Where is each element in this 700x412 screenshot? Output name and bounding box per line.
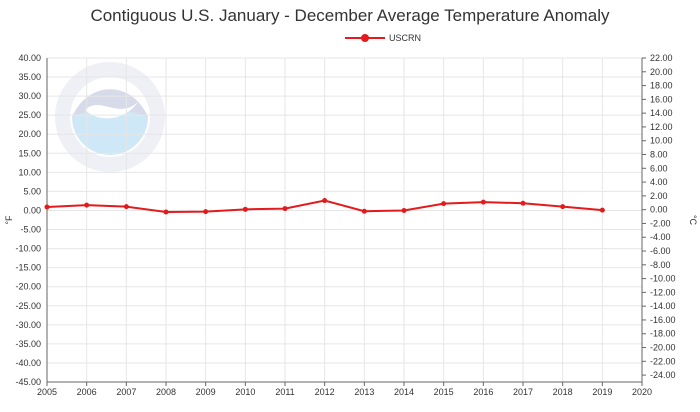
y-tick-label-right: 8.00 <box>650 150 668 160</box>
x-tick-label: 2013 <box>354 387 374 397</box>
right-y-axis-ticks: 22.00 20.00 18.00 16.00 14.00 12.00 10.00 8.00 6… <box>650 53 676 380</box>
y-tick-label-right: -6.00 <box>650 246 671 256</box>
y-tick-label-right: -10.00 <box>650 274 676 284</box>
y-tick-label-right: -14.00 <box>650 301 676 311</box>
data-point-uscrn[interactable] <box>520 200 526 206</box>
y-tick-label-right: -8.00 <box>650 260 671 270</box>
y-tick-label-left: 0.00 <box>23 205 41 215</box>
right-y-axis-label: °C <box>688 215 698 226</box>
x-axis-ticks: 2005 2006 2007 2008 2009 2010 2011 2012 2013 2014… <box>37 387 652 397</box>
y-tick-label-right: 10.00 <box>650 136 673 146</box>
x-tick-label: 2016 <box>473 387 493 397</box>
data-point-uscrn[interactable] <box>401 207 407 213</box>
x-tick-label: 2014 <box>394 387 414 397</box>
data-point-uscrn[interactable] <box>163 209 169 215</box>
y-tick-label-right: 16.00 <box>650 94 673 104</box>
data-point-uscrn[interactable] <box>361 208 367 214</box>
y-tick-label-left: -15.00 <box>15 263 41 273</box>
legend-swatch-uscrn <box>345 32 385 44</box>
y-tick-label-right: -2.00 <box>650 218 671 228</box>
y-tick-label-left: -25.00 <box>15 301 41 311</box>
y-tick-label-right: 22.00 <box>650 53 673 63</box>
x-tick-label: 2010 <box>235 387 255 397</box>
data-point-uscrn[interactable] <box>441 201 447 207</box>
y-tick-label-left: 40.00 <box>18 53 41 63</box>
y-tick-label-left: 30.00 <box>18 91 41 101</box>
y-tick-label-right: 14.00 <box>650 108 673 118</box>
data-point-uscrn[interactable] <box>322 198 328 204</box>
chart-title: Contiguous U.S. January - December Avera… <box>90 6 610 25</box>
y-tick-label-right: -12.00 <box>650 287 676 297</box>
y-tick-label-left: 10.00 <box>18 167 41 177</box>
x-tick-label: 2012 <box>315 387 335 397</box>
y-tick-label-right: -22.00 <box>650 356 676 366</box>
x-tick-label: 2011 <box>275 387 294 397</box>
y-tick-label-left: 35.00 <box>18 72 41 82</box>
noaa-logo-watermark <box>55 62 165 172</box>
y-tick-label-right: -16.00 <box>650 315 676 325</box>
left-y-axis-label: °F <box>4 215 14 225</box>
data-point-uscrn[interactable] <box>599 207 605 213</box>
y-tick-label-left: 15.00 <box>18 148 41 158</box>
x-tick-label: 2005 <box>37 387 57 397</box>
data-point-uscrn[interactable] <box>560 204 566 210</box>
legend-label-uscrn: USCRN <box>389 33 422 43</box>
data-point-uscrn[interactable] <box>84 202 90 208</box>
y-tick-label-left: 25.00 <box>18 110 41 120</box>
y-tick-label-right: 20.00 <box>650 67 673 77</box>
x-tick-label: 2019 <box>592 387 612 397</box>
x-tick-label: 2006 <box>77 387 97 397</box>
y-tick-label-left: 5.00 <box>23 186 41 196</box>
y-tick-label-right: 6.00 <box>650 163 668 173</box>
left-y-axis-ticks: 40.00 35.00 30.00 25.00 20.00 15.00 10.00 5.00 0… <box>15 53 41 387</box>
x-tick-label: 2018 <box>553 387 573 397</box>
x-tick-label: 2017 <box>513 387 533 397</box>
x-tick-label: 2015 <box>434 387 454 397</box>
y-tick-label-left: -45.00 <box>15 377 41 387</box>
x-tick-label: 2008 <box>156 387 176 397</box>
y-tick-label-right: -18.00 <box>650 329 676 339</box>
data-point-uscrn[interactable] <box>44 204 50 210</box>
data-point-uscrn[interactable] <box>242 206 248 212</box>
data-point-uscrn[interactable] <box>480 199 486 205</box>
y-tick-label-right: 0.00 <box>650 205 668 215</box>
y-tick-label-right: 2.00 <box>650 191 668 201</box>
y-tick-label-left: -10.00 <box>15 244 41 254</box>
y-tick-label-left: -5.00 <box>20 225 41 235</box>
y-tick-label-left: 20.00 <box>18 129 41 139</box>
y-tick-label-right: 12.00 <box>650 122 673 132</box>
axes <box>46 57 646 386</box>
data-point-uscrn[interactable] <box>203 209 209 215</box>
data-point-uscrn[interactable] <box>282 206 288 212</box>
x-tick-label: 2009 <box>196 387 216 397</box>
y-tick-label-right: -4.00 <box>650 232 671 242</box>
x-tick-label: 2007 <box>116 387 136 397</box>
x-tick-label: 2020 <box>632 387 652 397</box>
y-tick-label-right: -24.00 <box>650 370 676 380</box>
data-point-uscrn[interactable] <box>123 204 129 210</box>
series-uscrn <box>44 198 605 215</box>
y-tick-label-right: 18.00 <box>650 81 673 91</box>
y-tick-label-left: -30.00 <box>15 320 41 330</box>
y-tick-label-left: -40.00 <box>15 358 41 368</box>
y-tick-label-right: 4.00 <box>650 177 668 187</box>
y-tick-label-right: -20.00 <box>650 343 676 353</box>
legend[interactable]: USCRN <box>345 31 421 45</box>
y-tick-label-left: -35.00 <box>15 339 41 349</box>
y-tick-label-left: -20.00 <box>15 282 41 292</box>
